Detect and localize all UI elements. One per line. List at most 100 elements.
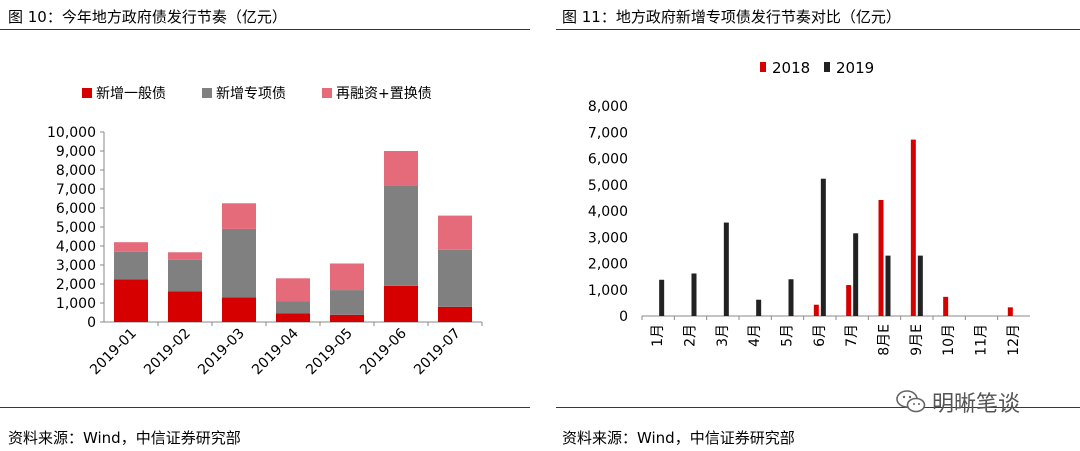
watermark-text: 明晰笔谈 [932,392,1021,417]
legend-swatch [322,88,332,98]
x-tick-label: 11月 [974,324,990,356]
bar-segment [276,313,310,322]
bar-segment [276,278,310,302]
bar-segment [168,259,202,292]
legend-swatch [760,62,766,72]
x-tick-label: 2019-07 [411,326,464,379]
x-tick-label: 12月 [1006,324,1022,356]
y-tick-label: 6,000 [56,201,96,217]
x-tick-label: 6月 [812,324,828,347]
y-tick-label: 8,000 [588,99,628,115]
bar-segment [276,301,310,314]
x-tick-label: 2019-04 [249,325,302,378]
stacked-bar-chart: 新增一般债 新增专项债 再融资+置换债 0 1,000 2,000 3,000 4,000 5,… [47,85,483,379]
x-tick-label: 1月 [650,324,666,347]
bar-segment [438,249,472,307]
wechat-icon [896,390,926,413]
bar [878,199,884,316]
y-tick-label: 5,000 [588,178,628,194]
bar-segment [330,263,364,291]
legend-label: 再融资+置换债 [336,85,432,102]
right-source-note: 资料来源：Wind，中信证券研究部 [562,429,795,447]
right-figure-title: 图 11：地方政府新增专项债发行节奏对比（亿元） [562,8,901,26]
bar-segment [168,291,202,322]
x-tick-label: 3月 [715,324,731,347]
x-tick-label: 2019-05 [303,326,356,379]
legend-label: 新增一般债 [96,86,166,102]
bar-segment [384,151,418,186]
bar-segment [222,228,256,298]
left-figure-title: 图 10：今年地方政府债发行节奏（亿元） [8,8,287,26]
bar [820,178,826,316]
x-tick-label: 2019-06 [357,325,410,378]
x-tick-label: 8月E [877,324,893,356]
y-tick-label: 4,000 [56,239,96,255]
legend-swatch [82,88,92,98]
bar-segment [384,185,418,286]
bar-segment [222,297,256,322]
bar-segment [384,285,418,322]
legend-swatch [824,62,830,72]
x-tick-label: 4月 [747,324,763,347]
x-tick-label: 9月E [909,324,925,356]
y-tick-label: 1,000 [56,296,96,312]
legend-label: 2019 [836,59,874,77]
bar-segment [168,252,202,260]
bar [659,279,665,316]
bar [691,273,697,316]
bar-segment [438,215,472,250]
x-tick-label: 10月 [941,324,957,356]
y-tick-label: 10,000 [47,125,96,141]
bar [853,233,859,316]
bar-segment [114,279,148,322]
x-tick-label: 2019-03 [195,326,248,379]
bar [943,296,949,316]
y-tick-label: 7,000 [588,125,628,141]
legend-label: 新增专项债 [216,86,286,102]
right-bottom-rule [556,407,1080,408]
bar [788,279,794,316]
grouped-bar-chart: 2018 2019 0 1,000 2,000 3,000 4,000 5,000 6,000 7… [588,59,1030,356]
watermark: 明晰笔谈 [896,386,1020,418]
x-tick-label: 2月 [683,324,699,347]
y-tick-label: 6,000 [588,152,628,168]
bar [917,255,923,316]
y-tick-label: 3,000 [588,230,628,246]
left-bottom-rule [0,407,530,408]
y-tick-label: 2,000 [56,277,96,293]
right-figure-panel: 图 11：地方政府新增专项债发行节奏对比（亿元） 2018 2019 0 1,000 2… [556,0,1080,451]
left-figure-panel: 图 10：今年地方政府债发行节奏（亿元） 新增一般债 新增专项债 再融资+置换债 0 1… [0,0,530,451]
y-tick-label: 9,000 [56,144,96,160]
bar-segment [330,314,364,322]
bar [723,222,729,316]
bar [910,139,916,316]
y-tick-label: 5,000 [56,220,96,236]
y-tick-label: 3,000 [56,258,96,274]
y-tick-label: 2,000 [588,257,628,273]
x-tick-label: 5月 [780,324,796,347]
bar [813,304,819,316]
right-title-rule [556,29,1080,30]
x-tick-label: 2019-01 [87,326,140,379]
bar-segment [114,251,148,280]
bar [846,285,852,316]
left-source-note: 资料来源：Wind，中信证券研究部 [8,429,241,447]
y-tick-label: 0 [87,315,96,331]
y-tick-label: 4,000 [588,204,628,220]
y-tick-label: 1,000 [588,283,628,299]
bar-segment [222,203,256,229]
legend-swatch [202,88,212,98]
bar-segment [114,242,148,252]
bar-segment [330,290,364,315]
bar [885,255,891,316]
y-tick-label: 0 [619,309,628,325]
y-tick-label: 8,000 [56,163,96,179]
left-title-rule [0,29,530,30]
y-tick-label: 7,000 [56,182,96,198]
x-tick-label: 7月 [844,324,860,347]
bar-segment [438,306,472,322]
x-tick-label: 2019-02 [141,326,194,379]
bar [756,299,762,316]
legend-label: 2018 [772,59,810,77]
bar [1007,307,1013,316]
